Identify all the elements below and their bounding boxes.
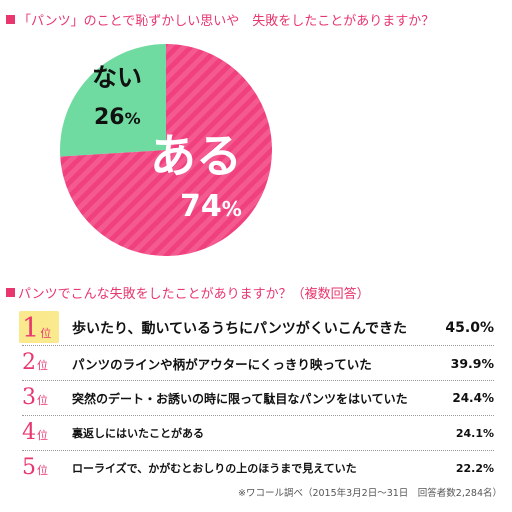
row-divider	[22, 380, 494, 381]
row-divider	[22, 450, 494, 451]
rank-value-1: 45.0%	[445, 320, 494, 336]
square-bullet-icon	[6, 15, 15, 24]
pie-label-nai: ない	[92, 63, 142, 92]
rank-unit: 位	[37, 359, 48, 372]
rank-value-5: 22.2%	[455, 461, 494, 475]
pie-chart: ない 26% ある 74%	[59, 44, 272, 256]
ranking-row-3: 3 位 突然のデート・お誘いの時に限って駄目なパンツをはいていた 24.4%	[22, 383, 494, 413]
rank-number-1: 1 位	[19, 310, 72, 344]
row-divider	[22, 345, 494, 346]
pie-section-title: 「パンツ」のことで恥ずかしい思いや 失敗をしたことがありますか？	[6, 10, 434, 29]
rank-number-3: 3 位	[22, 387, 72, 409]
ranking-section-title: パンツでこんな失敗をしたことがありますか？（複数回答）	[6, 283, 370, 302]
pie-slice-nai	[59, 44, 166, 157]
ranking-title-text: パンツでこんな失敗をしたことがありますか？（複数回答）	[18, 287, 370, 302]
pie-value-nai: 26%	[94, 105, 141, 130]
ranking-row-4: 4 位 裏返しにはいたことがある 24.1%	[22, 418, 494, 448]
rank-value-3: 24.4%	[452, 391, 494, 405]
rank-text-2: パンツのラインや柄がアウターにくっきり映っていた	[72, 356, 372, 372]
ranking-row-5: 5 位 ローライズで、かがむとおしりの上のほうまで見えていた 22.2%	[22, 453, 494, 483]
square-bullet-icon	[6, 288, 15, 297]
rank-text-4: 裏返しにはいたことがある	[72, 427, 204, 440]
pie-title-text: 「パンツ」のことで恥ずかしい思いや 失敗をしたことがありますか？	[18, 14, 435, 29]
pie-label-aru: ある	[150, 129, 242, 183]
rank-value-4: 24.1%	[455, 426, 494, 440]
rank-unit: 位	[37, 394, 48, 407]
rank-text-1: 歩いたり、動いているうちにパンツがくいこんできた	[72, 321, 408, 337]
rank-unit: 位	[37, 429, 48, 442]
pie-value-aru: 74%	[180, 189, 242, 224]
rank-text-3: 突然のデート・お誘いの時に限って駄目なパンツをはいていた	[72, 391, 408, 406]
rank-digit: 5	[22, 455, 36, 480]
rank-digit: 3	[22, 385, 36, 410]
rank-digit: 1	[22, 312, 40, 344]
ranking-row-1: 1 位 歩いたり、動いているうちにパンツがくいこんできた 45.0%	[19, 310, 494, 344]
rank-digit: 2	[22, 350, 36, 375]
row-divider	[22, 415, 494, 416]
rank-number-5: 5 位	[22, 457, 72, 479]
rank-value-2: 39.9%	[450, 355, 494, 371]
source-footnote: ※ワコール調べ（2015年3月2日〜31日 回答者数2,284名）	[237, 488, 502, 499]
pie-slice-aru	[60, 44, 272, 256]
rank-unit: 位	[37, 464, 48, 477]
rank-number-4: 4 位	[22, 422, 72, 444]
rank-digit: 4	[22, 420, 36, 445]
rank-number-2: 2 位	[22, 352, 72, 374]
rank-text-5: ローライズで、かがむとおしりの上のほうまで見えていた	[72, 462, 357, 475]
ranking-row-2: 2 位 パンツのラインや柄がアウターにくっきり映っていた 39.9%	[22, 348, 494, 378]
rank-unit: 位	[40, 326, 52, 340]
